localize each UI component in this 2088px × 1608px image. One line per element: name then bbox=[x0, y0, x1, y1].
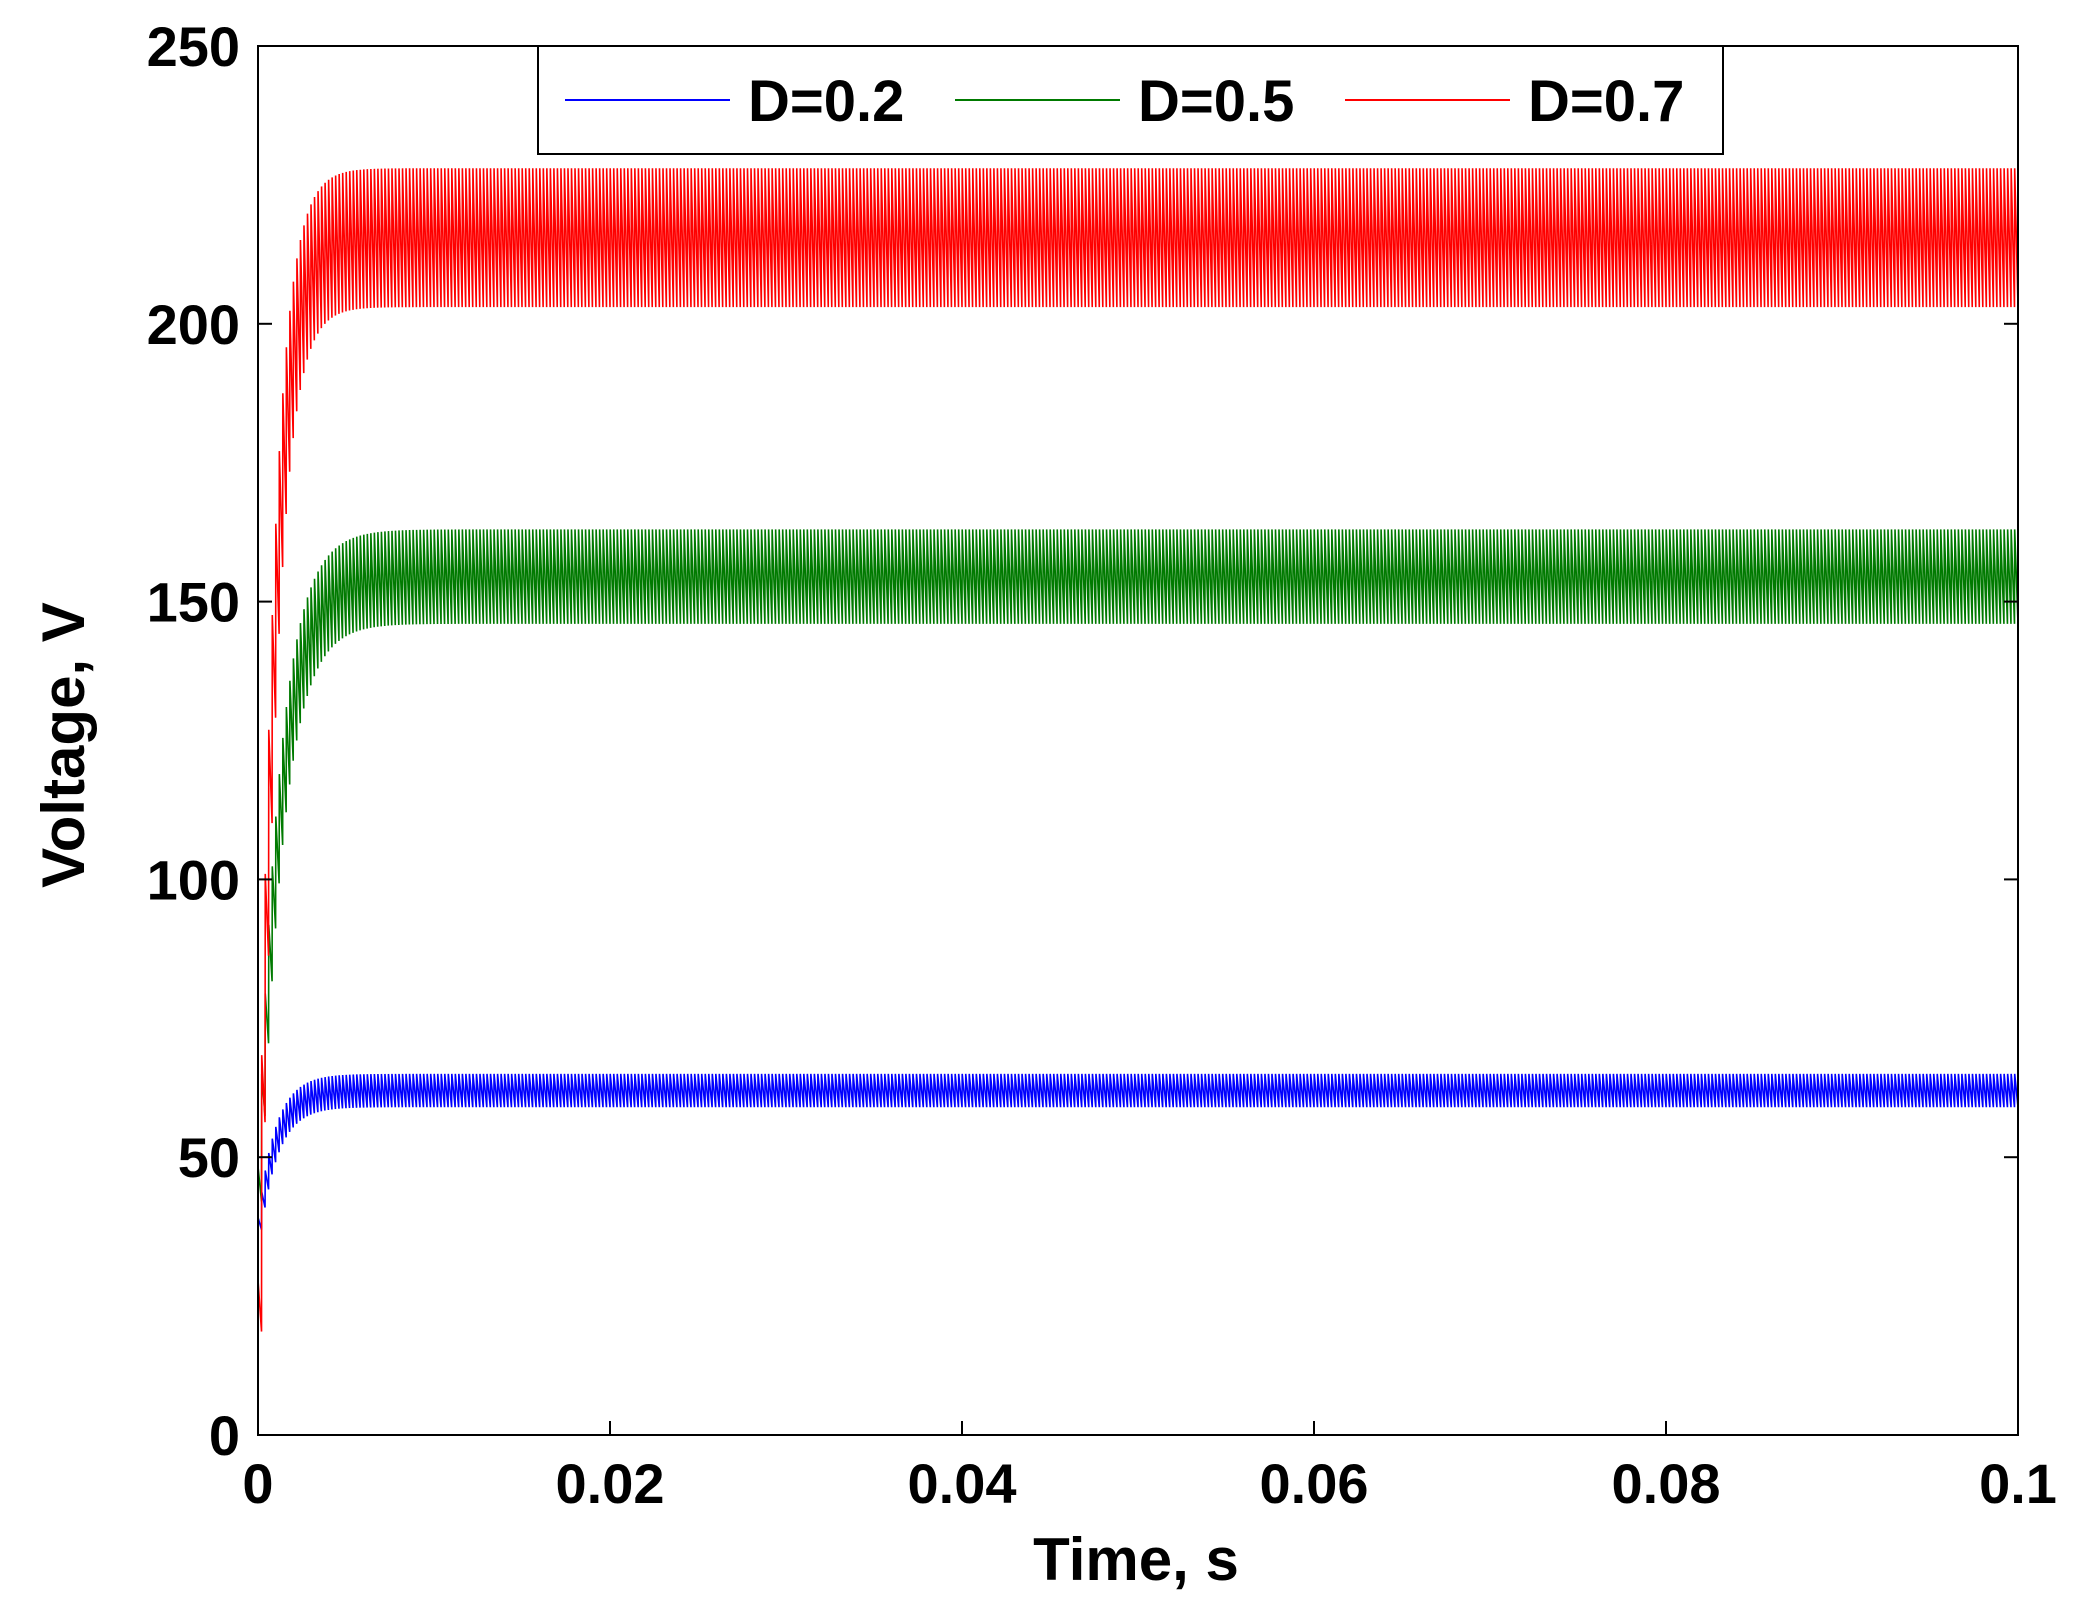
x-tick-label: 0 bbox=[242, 1452, 273, 1515]
y-tick-label: 50 bbox=[178, 1126, 240, 1189]
legend-label-d02: D=0.2 bbox=[748, 69, 904, 134]
y-tick-label: 150 bbox=[147, 571, 240, 634]
x-tick-label: 0.06 bbox=[1260, 1452, 1369, 1515]
y-axis-title: Voltage, V bbox=[30, 602, 97, 888]
legend-label-d07: D=0.7 bbox=[1528, 69, 1684, 134]
series-layer bbox=[258, 168, 2018, 1332]
tick-layer: 0 0.02 0.04 0.06 0.08 0.1 0 50 100 150 200 250 bbox=[147, 15, 2057, 1515]
x-tick-label: 0.08 bbox=[1612, 1452, 1721, 1515]
x-tick-label: 0.1 bbox=[1979, 1452, 2057, 1515]
x-tick-label: 0.04 bbox=[908, 1452, 1017, 1515]
series-line-d05 bbox=[258, 529, 2018, 1202]
x-tick-label: 0.02 bbox=[556, 1452, 665, 1515]
y-tick-label: 100 bbox=[147, 848, 240, 911]
y-tick-label: 250 bbox=[147, 15, 240, 78]
legend-label-d05: D=0.5 bbox=[1138, 69, 1294, 134]
series-line-d02 bbox=[258, 1073, 2018, 1230]
legend-box bbox=[537, 45, 1724, 155]
legend: D=0.2 D=0.5 D=0.7 bbox=[537, 45, 1724, 155]
y-tick-label: 0 bbox=[209, 1404, 240, 1467]
x-axis-title: Time, s bbox=[1033, 1526, 1239, 1593]
series-line-d07 bbox=[258, 168, 2018, 1332]
y-tick-label: 200 bbox=[147, 293, 240, 356]
